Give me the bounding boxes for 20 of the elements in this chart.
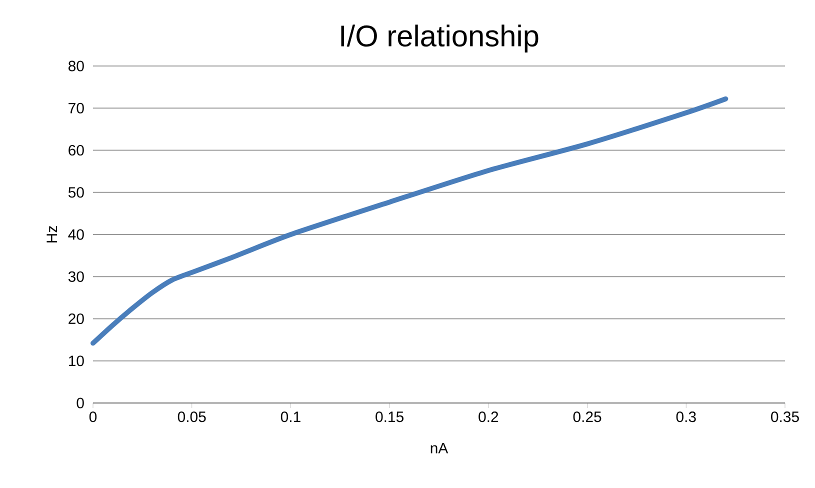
x-tick-label: 0.05: [178, 412, 206, 422]
y-tick-label: 50: [68, 187, 84, 198]
chart-title: I/O relationship: [341, 24, 538, 53]
x-tick-label: 0.25: [573, 412, 602, 422]
x-tick-label: 0.15: [376, 412, 404, 422]
y-tick-label: 20: [68, 313, 84, 324]
y-tick-label: 0: [76, 398, 84, 408]
x-tick-label: 0.35: [771, 412, 799, 422]
y-tick-label: 10: [69, 356, 84, 366]
y-tick-label: 60: [68, 144, 84, 156]
y-axis-title: Hz: [46, 226, 58, 242]
y-tick-label: 80: [68, 60, 84, 72]
x-axis-title: nA: [430, 442, 448, 454]
y-tick-label: 30: [68, 271, 84, 282]
x-tick-label: 0.2: [478, 412, 498, 422]
x-tick-label: 0.3: [676, 412, 696, 422]
y-tick-label: 70: [68, 102, 84, 114]
x-tick-label: 0: [89, 412, 97, 422]
y-tick-label: 40: [68, 229, 84, 240]
x-tick-label: 0.1: [280, 412, 300, 422]
